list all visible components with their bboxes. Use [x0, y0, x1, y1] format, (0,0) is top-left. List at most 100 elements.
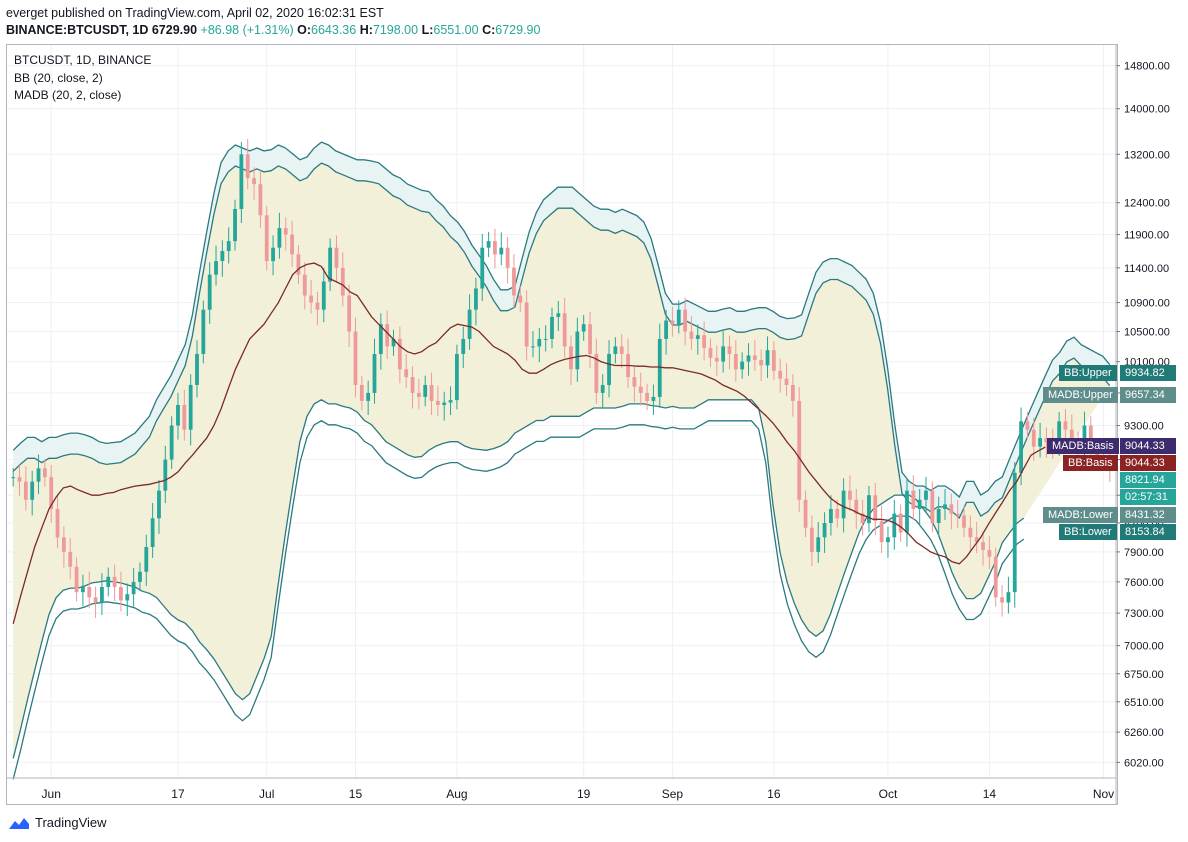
candle-body [809, 527, 814, 552]
candle-body [594, 353, 599, 393]
candle-body [17, 477, 22, 482]
candle-body [391, 338, 396, 347]
candle-body [702, 335, 707, 348]
candle-body [131, 581, 136, 595]
candle-body [442, 402, 447, 405]
candle-body [892, 513, 897, 538]
y-tick-label: 10500.00 [1124, 327, 1170, 339]
candle-body [1057, 421, 1062, 447]
candle-body [829, 508, 833, 524]
candle-body [632, 377, 637, 387]
candle-body [638, 386, 643, 393]
high-label: H: [359, 23, 373, 37]
change-value: +86.98 (+1.31%) [200, 23, 294, 37]
candle-body [277, 228, 282, 248]
bb-band-fill [13, 163, 1110, 759]
candle-body [353, 331, 358, 385]
x-tick-label: Sep [662, 787, 684, 801]
candle-body [987, 549, 992, 557]
candle-body [499, 247, 504, 255]
open-label: O: [297, 23, 312, 37]
madb-upper-tag: MADB:Upper [1043, 387, 1118, 403]
candle-body [328, 247, 333, 282]
candle-body [252, 178, 256, 185]
candle-body [61, 537, 66, 552]
candle-body [512, 267, 516, 296]
footer[interactable]: TradingView [8, 815, 107, 830]
candle-body [841, 490, 846, 519]
ohlc-header: BINANCE:BTCUSDT, 1D 6729.90 +86.98 (+1.3… [6, 23, 540, 37]
x-tick-label: 19 [577, 787, 591, 801]
candle-body [410, 377, 415, 393]
candle-body [150, 518, 155, 548]
candle-body [613, 346, 618, 354]
low-label: L: [421, 23, 434, 37]
y-tick-label: 9300.00 [1124, 421, 1164, 433]
bb-lower-tag: BB:Lower [1059, 524, 1117, 540]
y-tick-label: 10900.00 [1124, 298, 1170, 310]
bb-lower-line [12, 399, 1025, 759]
candle-body [55, 508, 60, 538]
candle-body [537, 338, 542, 347]
candle-body [670, 320, 675, 325]
candle-body [600, 384, 605, 393]
bb-basis-line [12, 262, 1046, 624]
candle-body [271, 247, 275, 262]
candle-body [695, 335, 700, 339]
candle-body [651, 396, 656, 401]
candle-body [886, 537, 890, 543]
close-label: C: [482, 23, 496, 37]
madb-upper-label: MADB:Upper [1048, 389, 1113, 401]
candle-body [556, 313, 561, 317]
chart-frame[interactable] [6, 44, 1118, 805]
candle-body [378, 324, 383, 354]
candle-body [474, 288, 478, 310]
candle-body [1044, 438, 1049, 443]
candle-body [968, 527, 973, 538]
candle-body [404, 369, 409, 378]
candle-body [588, 324, 592, 354]
candle-body [334, 247, 339, 268]
bb-upper-line [12, 162, 1111, 519]
candle-body [1019, 421, 1023, 473]
candle-body [1006, 592, 1011, 603]
madb-lower-value: 8431.32 [1120, 507, 1176, 523]
candle-body [112, 576, 117, 587]
candle-body [860, 513, 865, 524]
madb-basis-value: 9044.33 [1120, 438, 1176, 454]
candle-body [708, 347, 713, 358]
last-price: 6729.90 [151, 23, 198, 37]
legend-madb[interactable]: MADB (20, 2, close) [14, 88, 122, 102]
candle-body [949, 504, 954, 514]
candle-body [214, 261, 218, 275]
candle-body [201, 309, 206, 354]
y-tick-label: 7000.00 [1124, 641, 1164, 653]
candle-body [347, 295, 352, 332]
close-value: 6729.90 [495, 23, 541, 37]
y-tick-label: 12400.00 [1124, 198, 1170, 210]
candle-body [226, 241, 231, 252]
y-tick-label: 14800.00 [1124, 61, 1170, 73]
candle-body [924, 490, 928, 500]
madb-lower-line [12, 420, 1025, 780]
candle-body [176, 404, 180, 426]
candle-body [1025, 421, 1030, 430]
candle-body [930, 490, 935, 524]
candle-body [264, 215, 269, 262]
madb-lower-tag: MADB:Lower [1043, 507, 1118, 523]
candle-body [562, 313, 567, 347]
low-value: 6551.00 [433, 23, 479, 37]
bb-basis-tag: BB:Basis [1063, 455, 1118, 471]
candle-body [917, 499, 922, 509]
candle-body [518, 295, 523, 303]
publish-info: everget published on TradingView.com, Ap… [6, 6, 384, 20]
candle-body [385, 324, 390, 347]
legend-bb[interactable]: BB (20, close, 2) [14, 71, 103, 85]
candle-body [867, 495, 871, 524]
candle-body [727, 346, 732, 354]
candle-body [683, 309, 688, 332]
candle-body [100, 586, 104, 603]
candle-body [68, 551, 73, 567]
candle-body [771, 350, 776, 371]
